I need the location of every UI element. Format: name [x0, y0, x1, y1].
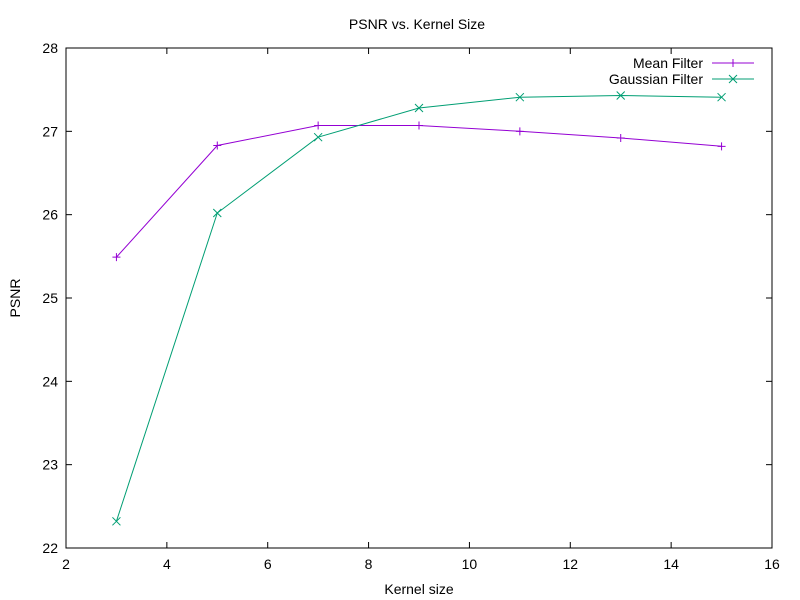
series-mean-filter — [112, 121, 726, 262]
data-point-gaussian-filter — [616, 91, 626, 100]
x-tick-label: 4 — [163, 556, 171, 572]
y-tick-label: 27 — [42, 123, 58, 139]
series-line-gaussian-filter — [115, 94, 722, 522]
data-point-mean-filter — [213, 141, 222, 150]
data-point-mean-filter — [717, 142, 726, 151]
data-point-gaussian-filter — [414, 103, 424, 113]
data-point-mean-filter — [112, 253, 121, 262]
series-line-mean-filter — [116, 125, 722, 258]
data-point-mean-filter — [415, 121, 423, 130]
x-tick-label: 14 — [663, 556, 679, 572]
legend-marker-mean-filter — [729, 59, 737, 67]
data-point-mean-filter — [616, 134, 625, 142]
series-layer — [112, 91, 726, 526]
legend-label-mean-filter: Mean Filter — [633, 55, 703, 71]
y-tick-label: 22 — [42, 540, 58, 556]
x-tick-label: 10 — [462, 556, 478, 572]
data-point-mean-filter — [314, 121, 323, 130]
y-tick-label: 23 — [42, 457, 58, 473]
data-point-mean-filter — [515, 127, 524, 136]
y-tick-label: 24 — [42, 373, 58, 389]
y-tick-label: 28 — [42, 40, 58, 56]
x-axis-title: Kernel size — [384, 581, 453, 597]
x-tick-label: 12 — [562, 556, 578, 572]
data-point-gaussian-filter — [313, 132, 323, 142]
data-point-gaussian-filter — [515, 92, 525, 102]
x-tick-label: 6 — [264, 556, 272, 572]
chart-title: PSNR vs. Kernel Size — [349, 16, 485, 32]
legend-label-gaussian-filter: Gaussian Filter — [609, 71, 703, 87]
y-axis-title: PSNR — [7, 279, 23, 318]
y-tick-label: 25 — [42, 290, 58, 306]
data-point-gaussian-filter — [717, 92, 726, 102]
legend-marker-gaussian-filter — [728, 74, 738, 84]
data-point-gaussian-filter — [212, 208, 222, 218]
x-tick-label: 8 — [365, 556, 373, 572]
x-tick-label: 16 — [764, 556, 780, 572]
y-axis: 22 23 24 25 26 27 28 — [42, 40, 772, 556]
x-axis: 2 4 6 8 10 12 14 16 — [62, 48, 780, 572]
y-tick-label: 26 — [42, 207, 58, 223]
x-tick-label: 2 — [62, 556, 70, 572]
series-gaussian-filter — [112, 91, 726, 526]
data-point-gaussian-filter — [112, 516, 121, 526]
